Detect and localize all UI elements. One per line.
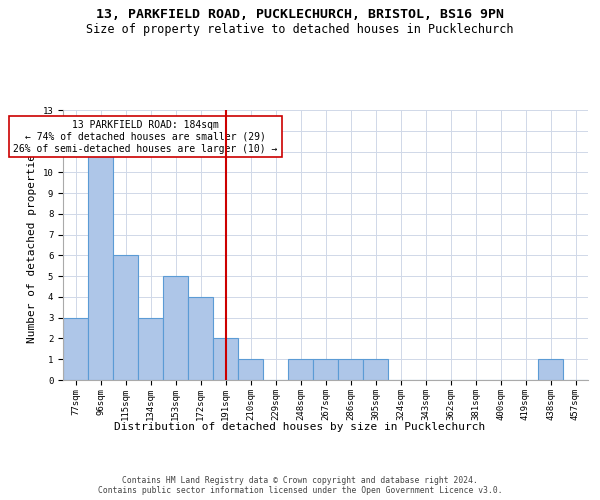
Bar [188, 297, 213, 380]
Bar [163, 276, 188, 380]
Text: Size of property relative to detached houses in Pucklechurch: Size of property relative to detached ho… [86, 22, 514, 36]
Bar [63, 318, 88, 380]
Bar [313, 359, 338, 380]
Bar [288, 359, 313, 380]
Bar [138, 318, 163, 380]
Bar [238, 359, 263, 380]
Text: 13, PARKFIELD ROAD, PUCKLECHURCH, BRISTOL, BS16 9PN: 13, PARKFIELD ROAD, PUCKLECHURCH, BRISTO… [96, 8, 504, 20]
Bar [363, 359, 388, 380]
Bar [113, 256, 138, 380]
Text: 13 PARKFIELD ROAD: 184sqm
← 74% of detached houses are smaller (29)
26% of semi-: 13 PARKFIELD ROAD: 184sqm ← 74% of detac… [13, 120, 278, 154]
Bar [213, 338, 238, 380]
Y-axis label: Number of detached properties: Number of detached properties [27, 147, 37, 343]
Bar [538, 359, 563, 380]
Text: Contains HM Land Registry data © Crown copyright and database right 2024.
Contai: Contains HM Land Registry data © Crown c… [98, 476, 502, 495]
Bar [88, 152, 113, 380]
Bar [338, 359, 363, 380]
Text: Distribution of detached houses by size in Pucklechurch: Distribution of detached houses by size … [115, 422, 485, 432]
